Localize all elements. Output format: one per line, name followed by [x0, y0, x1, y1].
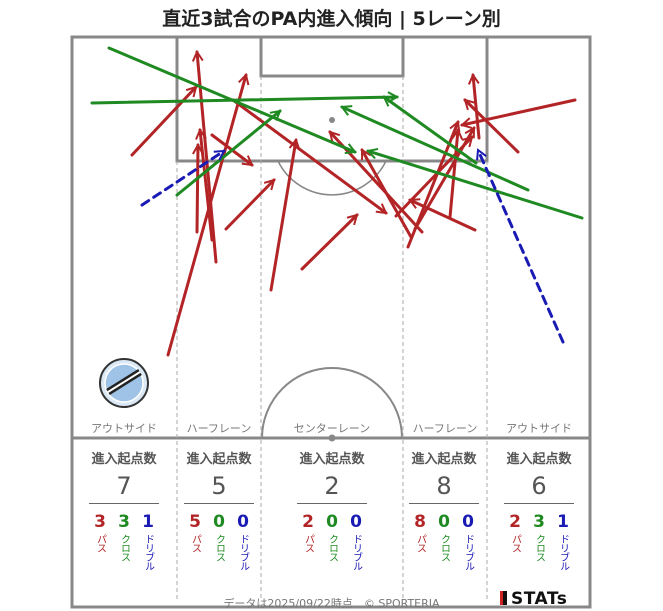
lane-stat-rule: [184, 503, 254, 504]
club-crest-logo: [99, 358, 149, 408]
lane-stat-breakdown: 3 パス 3 クロス 1 ドリブル: [84, 512, 164, 570]
dribble-label: ドリブル: [142, 534, 154, 570]
goal-area: [259, 35, 405, 78]
lane-stat-header: 進入起点数: [506, 452, 572, 467]
lane-stat-header: 進入起点数: [411, 452, 477, 467]
lane-stats-halfspace-left: 進入起点数 5 5 パス 0 クロス 0 ドリブル: [179, 448, 259, 570]
penalty-spot: [329, 117, 335, 123]
pass-count: 2: [509, 512, 521, 532]
dribble-count: 0: [237, 512, 249, 532]
lane-stat-header: 進入起点数: [91, 452, 157, 467]
lane-label: ハーフレーン: [413, 422, 478, 435]
lane-stat-total: 2: [324, 472, 340, 500]
dribble-label: ドリブル: [557, 534, 569, 570]
lane-stat-rule: [409, 503, 479, 504]
lane-stat-total: 5: [211, 472, 227, 500]
cross-arrows: [90, 46, 584, 220]
pass-label: パス: [414, 534, 426, 552]
pass-label: パス: [94, 534, 106, 552]
lane-stat-header: 進入起点数: [299, 452, 365, 467]
lane-stats-halfspace-right: 進入起点数 8 8 パス 0 クロス 0 ドリブル: [404, 448, 484, 570]
lane-stat-rule: [504, 503, 574, 504]
cross-label: クロス: [118, 534, 130, 561]
cross-count: 0: [438, 512, 450, 532]
pass-count: 8: [414, 512, 426, 532]
brand-mark-icon: [500, 591, 507, 605]
pass-count: 2: [302, 512, 314, 532]
lane-stats-center: 進入起点数 2 2 パス 0 クロス 0 ドリブル: [282, 448, 382, 570]
center-spot: [328, 434, 336, 442]
dribble-label: ドリブル: [462, 534, 474, 570]
center-circle: [261, 367, 403, 439]
lane-stat-total: 8: [436, 472, 452, 500]
cross-label: クロス: [533, 534, 545, 561]
cross-count: 0: [326, 512, 338, 532]
cross-label: クロス: [438, 534, 450, 561]
dribble-count: 0: [350, 512, 362, 532]
lane-stat-breakdown: 2 パス 0 クロス 0 ドリブル: [282, 512, 382, 570]
lane-stat-breakdown: 5 パス 0 クロス 0 ドリブル: [179, 512, 259, 570]
dribble-count: 1: [557, 512, 569, 532]
lane-label: センターレーン: [294, 422, 370, 435]
pass-count: 5: [189, 512, 201, 532]
lane-stat-rule: [89, 503, 159, 504]
lane-stat-header: 進入起点数: [186, 452, 252, 467]
lane-stat-rule: [297, 503, 367, 504]
dribble-count: 1: [142, 512, 154, 532]
lane-stat-breakdown: 8 パス 0 クロス 0 ドリブル: [404, 512, 484, 570]
pass-label: パス: [302, 534, 314, 552]
pass-label: パス: [189, 534, 201, 552]
cross-count: 0: [213, 512, 225, 532]
lane-label: ハーフレーン: [187, 422, 252, 435]
cross-count: 3: [118, 512, 130, 532]
dribble-label: ドリブル: [350, 534, 362, 570]
cross-label: クロス: [326, 534, 338, 561]
lane-stat-breakdown: 2 パス 3 クロス 1 ドリブル: [499, 512, 579, 570]
lane-label: アウトサイド: [506, 422, 572, 435]
dribble-label: ドリブル: [237, 534, 249, 570]
brand-logo: STATs: [500, 589, 567, 609]
lane-stat-total: 7: [116, 472, 132, 500]
cross-label: クロス: [213, 534, 225, 561]
data-date-note: データは2025/09/22時点 © SPORTERIA: [223, 597, 440, 610]
pass-label: パス: [509, 534, 521, 552]
lane-stat-total: 6: [531, 472, 547, 500]
lane-stats-outside-right: 進入起点数 6 2 パス 3 クロス 1 ドリブル: [499, 448, 579, 570]
brand-name: STATs: [511, 589, 568, 609]
lane-stats-outside-left: 進入起点数 7 3 パス 3 クロス 1 ドリブル: [84, 448, 164, 570]
dribble-arrows: [140, 150, 565, 344]
cross-count: 3: [533, 512, 545, 532]
page-title: 直近3試合のPA内進入傾向 | 5レーン別: [162, 8, 501, 30]
dribble-count: 0: [462, 512, 474, 532]
pass-count: 3: [94, 512, 106, 532]
entry-arrows: [90, 46, 584, 357]
lane-label: アウトサイド: [91, 422, 157, 435]
